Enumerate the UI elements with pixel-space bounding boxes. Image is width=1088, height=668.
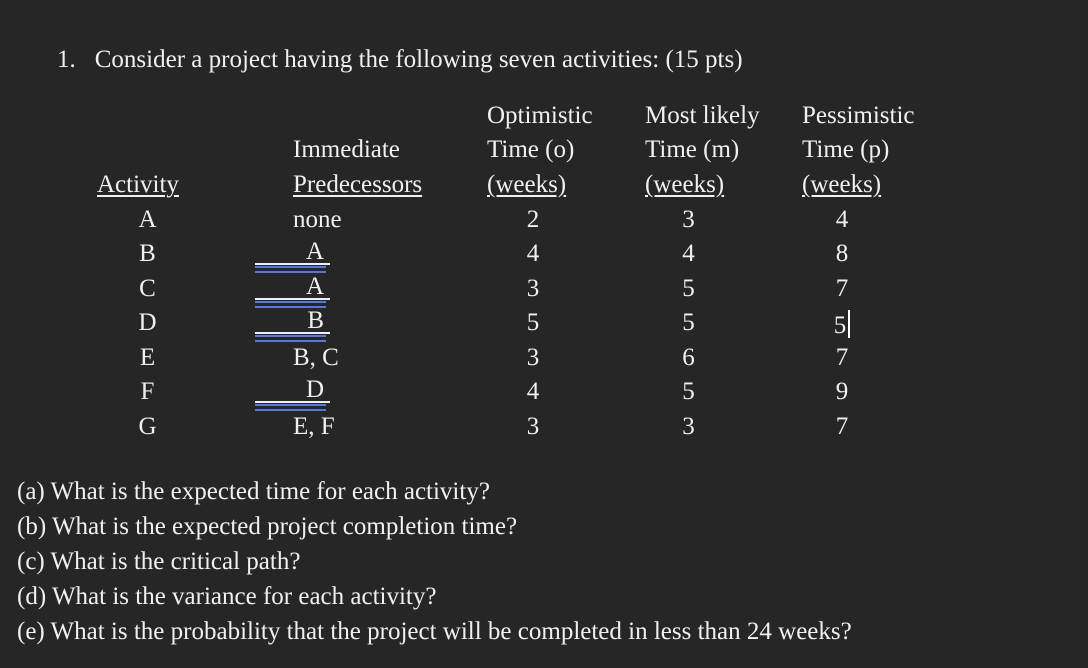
optimistic-cell: 2 — [526, 206, 540, 233]
most-likely-cell: 4 — [682, 240, 695, 267]
most-likely-cell: 5 — [682, 275, 695, 302]
activity-cell: F — [140, 378, 155, 405]
header-most-likely-time: Time (m) — [645, 136, 740, 163]
predecessor-cell: E, F — [293, 413, 335, 440]
question-item: (b) What is the expected project complet… — [17, 513, 518, 540]
most-likely-cell: 5 — [682, 378, 695, 405]
activity-cell: E — [139, 344, 156, 371]
header-pessimistic-time: Time (p) — [802, 136, 890, 163]
activity-cell: A — [138, 206, 157, 233]
text-cursor — [848, 310, 851, 338]
question-item: (d) What is the variance for each activi… — [17, 583, 437, 610]
header-optimistic-weeks: (weeks) — [487, 171, 567, 198]
question-item: (a) What is the expected time for each a… — [17, 478, 490, 505]
optimistic-cell: 4 — [526, 378, 540, 405]
most-likely-cell: 6 — [682, 344, 695, 371]
table-row: A none 2 3 4 — [0, 207, 1088, 239]
table-row: F D 4 5 9 — [0, 376, 1088, 411]
table-row: E B, C 3 6 7 — [0, 345, 1088, 377]
predecessor-field[interactable]: B — [255, 307, 330, 342]
activity-cell: B — [139, 240, 156, 267]
pessimistic-cell: 7 — [835, 413, 849, 440]
predecessor-field[interactable]: D — [255, 376, 330, 411]
activity-cell: D — [138, 309, 157, 336]
table-row: C A 3 5 7 — [0, 273, 1088, 308]
predecessor-value: A — [305, 273, 324, 300]
header-most-likely-weeks: (weeks) — [645, 171, 725, 198]
table-header-line-3: Activity Predecessors (weeks) (weeks) (w… — [0, 172, 1088, 204]
predecessor-field[interactable]: A — [255, 273, 330, 308]
predecessor-cell: B, C — [293, 344, 339, 371]
optimistic-cell: 3 — [526, 344, 540, 371]
header-immediate: Immediate — [293, 136, 400, 163]
header-activity: Activity — [97, 171, 179, 198]
predecessor-field[interactable]: A — [255, 238, 330, 273]
optimistic-cell: 4 — [526, 240, 540, 267]
header-optimistic: Optimistic — [487, 102, 593, 129]
header-pessimistic-weeks: (weeks) — [802, 171, 882, 198]
predecessor-value: A — [305, 238, 324, 265]
table-header-line-2: Immediate Time (o) Time (m) Time (p) — [0, 137, 1088, 169]
problem-title-text: Consider a project having the following … — [94, 46, 743, 73]
optimistic-cell: 3 — [526, 275, 540, 302]
optimistic-cell: 3 — [526, 413, 540, 440]
predecessor-value: B — [307, 307, 324, 334]
pessimistic-cell: 7 — [835, 275, 849, 302]
table-row: G E, F 3 3 7 — [0, 414, 1088, 446]
pessimistic-value: 5 — [833, 312, 847, 339]
table-row: D B 5 5 5 — [0, 307, 1088, 342]
question-item: (e) What is the probability that the pro… — [17, 618, 852, 645]
most-likely-cell: 5 — [682, 309, 695, 336]
pessimistic-cell: 4 — [835, 206, 849, 233]
question-item: (c) What is the critical path? — [17, 548, 301, 575]
optimistic-cell: 5 — [526, 309, 540, 336]
predecessor-cell: none — [293, 206, 342, 233]
table-header-line-1: Optimistic Most likely Pessimistic — [0, 103, 1088, 135]
table-row: B A 4 4 8 — [0, 238, 1088, 273]
pessimistic-cell: 8 — [835, 240, 849, 267]
predecessor-value: D — [305, 376, 324, 403]
header-pessimistic: Pessimistic — [802, 102, 915, 129]
pessimistic-cell: 5 — [785, 310, 899, 338]
most-likely-cell: 3 — [682, 413, 695, 440]
activity-cell: G — [138, 413, 157, 440]
most-likely-cell: 3 — [682, 206, 695, 233]
header-optimistic-time: Time (o) — [487, 136, 575, 163]
pessimistic-cell: 7 — [835, 344, 849, 371]
activity-cell: C — [139, 275, 156, 302]
problem-title: 1. Consider a project having the followin… — [57, 47, 743, 72]
problem-number: 1. — [57, 46, 76, 73]
pessimistic-cell: 9 — [835, 378, 849, 405]
header-predecessors: Predecessors — [293, 171, 423, 198]
header-most-likely: Most likely — [645, 102, 760, 129]
